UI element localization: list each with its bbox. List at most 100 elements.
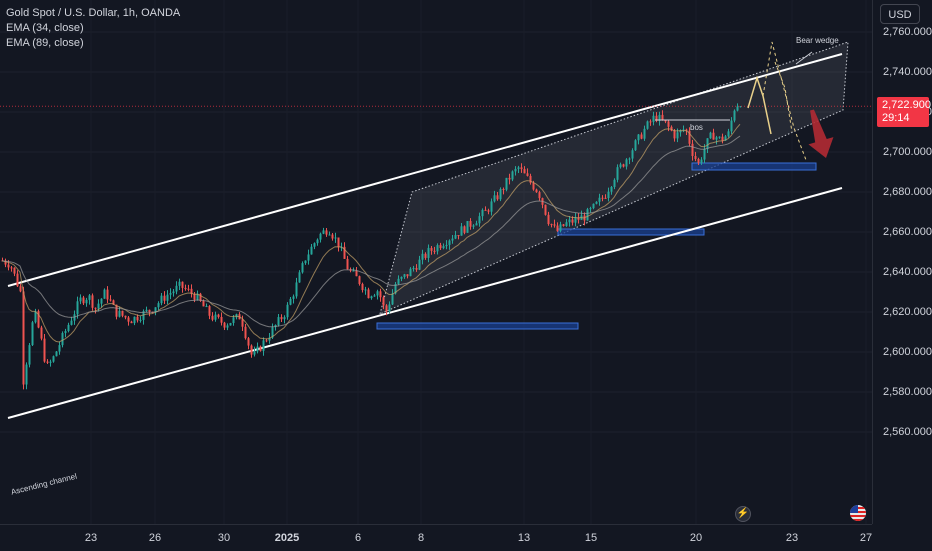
candle-body	[109, 299, 112, 301]
candle-body	[316, 239, 319, 244]
candle-body	[367, 289, 370, 299]
candle-body	[634, 140, 637, 151]
candle-body	[703, 148, 706, 160]
price-axis[interactable]: USD 2,560.000 2,580.000 2,600.000 2,620.000…	[872, 0, 932, 524]
bos-annotation[interactable]: bos	[690, 123, 703, 132]
bear-wedge-pointer	[795, 51, 813, 65]
candle-body	[424, 253, 427, 258]
candle-body	[13, 267, 16, 274]
channel-line	[7, 187, 843, 419]
chart-plot-area[interactable]: Gold Spot / U.S. Dollar, 1h, OANDA EMA (…	[0, 0, 872, 524]
x-tick-label: 13	[517, 532, 531, 544]
candle-body	[517, 167, 520, 169]
us-flag-icon[interactable]	[850, 505, 866, 521]
candle-body	[67, 324, 70, 332]
candle-body	[82, 297, 85, 304]
candle-body	[274, 324, 277, 328]
candle-body	[40, 327, 43, 339]
candle-body	[154, 307, 157, 313]
candle-body	[397, 278, 400, 285]
y-tick-label: 2,560.000	[883, 426, 932, 438]
candle-body	[607, 191, 610, 199]
y-tick-label: 2,660.000	[883, 226, 932, 238]
candle-body	[529, 175, 532, 183]
candle-body	[142, 311, 145, 320]
candle-body	[718, 136, 721, 138]
candle-body	[190, 288, 193, 294]
candle-body	[688, 130, 691, 144]
candle-body	[700, 159, 703, 163]
candle-body	[547, 214, 550, 225]
candle-body	[658, 114, 661, 121]
chart-title[interactable]: Gold Spot / U.S. Dollar, 1h, OANDA	[6, 7, 181, 19]
candle-body	[697, 158, 700, 163]
flash-icon[interactable]: ⚡	[735, 506, 751, 522]
candle-body	[118, 310, 121, 317]
candle-body	[676, 132, 679, 139]
time-axis[interactable]: 23 26 30 2025 6 8 13 15 20 23 27	[0, 524, 872, 551]
candle-body	[616, 167, 619, 180]
candle-body	[523, 169, 526, 174]
candle-body	[457, 235, 460, 237]
currency-button[interactable]: USD	[880, 4, 920, 24]
candle-body	[271, 327, 274, 338]
candle-body	[406, 274, 409, 277]
x-tick-label: 30	[217, 532, 231, 544]
candle-body	[307, 254, 310, 261]
candle-body	[577, 217, 580, 220]
candle-body	[445, 244, 448, 247]
candle-body	[355, 270, 358, 277]
ema-89-label[interactable]: EMA (89, close)	[6, 37, 84, 49]
candle-body	[493, 195, 496, 202]
candle-body	[70, 320, 73, 325]
projection-path	[747, 75, 772, 135]
current-price-tag: 2,722.900 29:14	[877, 97, 931, 128]
candle-body	[595, 201, 598, 204]
candle-body	[10, 267, 13, 269]
candle-body	[94, 307, 97, 309]
price-chart-svg[interactable]	[0, 0, 872, 524]
candle-body	[466, 221, 469, 233]
candle-body	[415, 268, 418, 270]
ema-34-label[interactable]: EMA (34, close)	[6, 22, 84, 34]
candle-body	[526, 173, 529, 176]
candle-body	[421, 253, 424, 260]
candle-body	[640, 134, 643, 139]
candle-body	[463, 226, 466, 233]
candle-body	[733, 110, 736, 121]
candle-body	[556, 225, 559, 232]
candle-body	[343, 246, 346, 259]
candle-body	[280, 317, 283, 320]
candle-body	[532, 182, 535, 190]
candle-body	[19, 286, 22, 292]
bear-wedge-annotation[interactable]: Bear wedge	[796, 36, 839, 45]
candle-body	[79, 297, 82, 302]
candle-body	[226, 325, 229, 328]
candle-body	[328, 234, 331, 236]
current-price-label: 2,722.900	[882, 99, 931, 112]
x-tick-label: 6	[354, 532, 362, 544]
candle-body	[283, 317, 286, 320]
candle-body	[43, 338, 46, 362]
candle-body	[130, 321, 133, 324]
candle-body	[574, 217, 577, 223]
candle-body	[604, 197, 607, 199]
candle-body	[301, 263, 304, 273]
candle-body	[544, 204, 547, 215]
wedge-polygon	[379, 41, 849, 315]
support-zone	[557, 228, 705, 236]
candle-body	[61, 333, 64, 346]
candle-body	[133, 316, 136, 324]
x-tick-label: 8	[417, 532, 425, 544]
candle-body	[25, 364, 28, 385]
candle-body	[724, 136, 727, 141]
candle-body	[373, 295, 376, 297]
candle-body	[472, 225, 475, 227]
candle-body	[16, 273, 19, 287]
candle-body	[448, 240, 451, 245]
candle-body	[286, 304, 289, 318]
candle-body	[4, 260, 7, 265]
candle-body	[22, 291, 25, 385]
x-tick-label: 23	[84, 532, 98, 544]
candle-body	[208, 306, 211, 316]
